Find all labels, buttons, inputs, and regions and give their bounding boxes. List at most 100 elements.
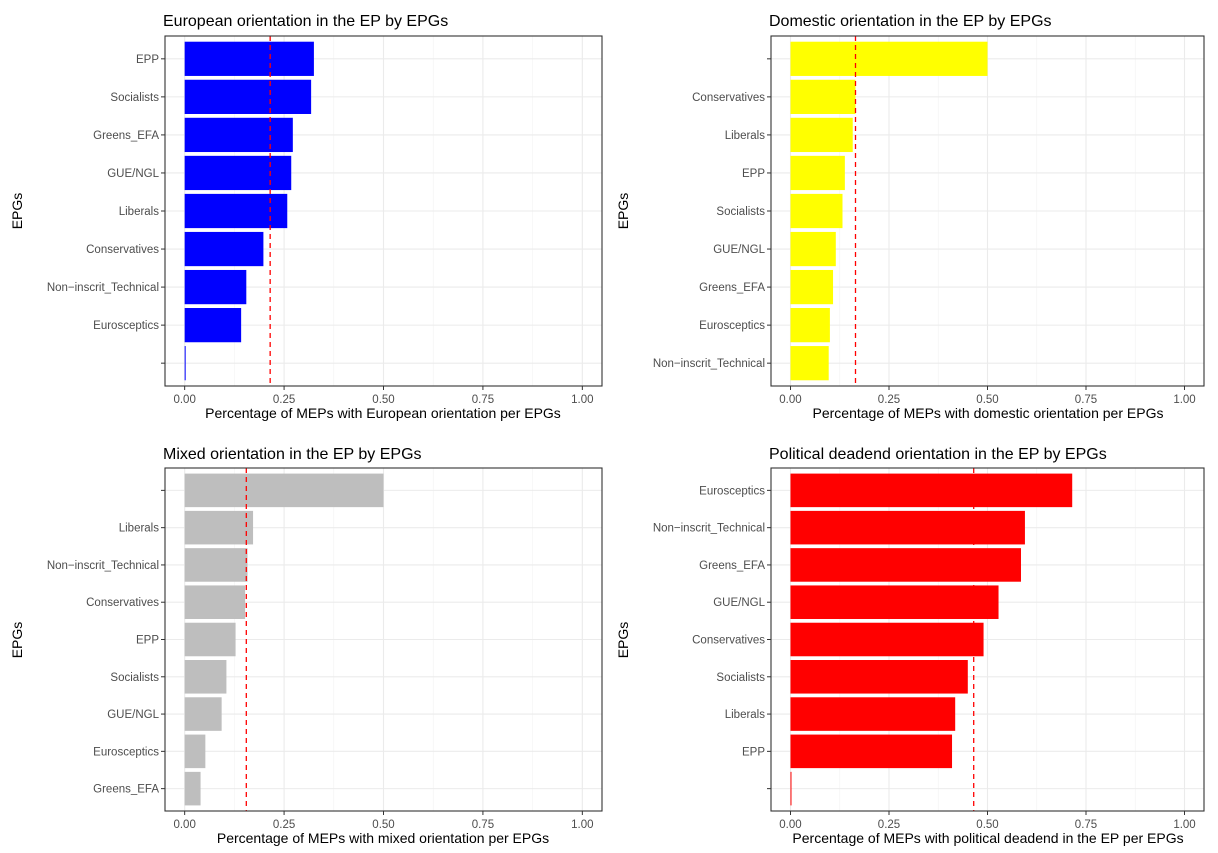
x-tick-label: 0.75 [472, 394, 494, 406]
bar [790, 548, 1021, 582]
y-tick-label: Liberals [119, 523, 160, 535]
bar [790, 510, 1025, 545]
chart-title: European orientation in the EP by EPGs [163, 13, 448, 30]
y-tick-label: Liberals [119, 206, 160, 218]
y-tick-label: EPP [742, 746, 765, 758]
bar [790, 697, 956, 731]
y-axis-title: EPGs [9, 193, 25, 230]
y-tick-label: Conservatives [692, 635, 765, 647]
y-tick-label: Non−inscrit_Technical [47, 282, 159, 294]
bar [184, 231, 264, 267]
bar [184, 548, 248, 582]
y-tick-label: Greens_EFA [699, 560, 765, 572]
x-tick-label: 0.25 [273, 819, 295, 831]
chart-panel-2: Conservatives Liberals EPP Socialists GUE/NG… [615, 13, 1205, 421]
y-tick-label: Non−inscrit_Technical [653, 523, 765, 535]
y-tick-label: Socialists [110, 672, 159, 684]
bar [184, 269, 247, 305]
x-tick-label: 0.25 [273, 394, 295, 406]
bar [790, 771, 792, 806]
bar [790, 155, 845, 191]
bar [790, 734, 953, 769]
y-tick-label: Conservatives [86, 597, 159, 609]
bar [790, 473, 1073, 508]
chart-panel-1: EPP Socialists Greens_EFA GUE/NGL Liberals Co… [9, 13, 603, 421]
x-tick-label: 0.25 [878, 819, 900, 831]
y-tick-label: EPP [742, 168, 765, 180]
x-tick-label: 1.00 [571, 819, 593, 831]
x-tick-label: 0.50 [372, 394, 394, 406]
bar [790, 622, 984, 657]
bar [184, 79, 312, 114]
chart-panel-4: Eurosceptics Non−inscrit_Technical Greens_… [615, 446, 1205, 846]
x-tick-label: 0.50 [976, 819, 998, 831]
x-tick-label: 1.00 [571, 394, 593, 406]
bar [184, 346, 186, 381]
bar [184, 193, 288, 229]
chart-title: Domestic orientation in the EP by EPGs [769, 13, 1052, 30]
bar [184, 585, 246, 619]
x-tick-label: 0.00 [779, 819, 801, 831]
y-tick-label: Eurosceptics [699, 320, 765, 332]
y-tick-label: EPP [136, 635, 159, 647]
y-tick-label: Socialists [716, 206, 765, 218]
y-tick-label: GUE/NGL [107, 168, 159, 180]
x-tick-label: 0.75 [1075, 394, 1097, 406]
x-tick-label: 0.50 [976, 394, 998, 406]
bar [184, 734, 206, 769]
bar [184, 660, 227, 694]
y-tick-label: Greens_EFA [93, 130, 159, 142]
y-tick-label: Liberals [725, 709, 766, 721]
chart-title: Mixed orientation in the EP by EPGs [163, 446, 422, 463]
x-tick-label: 0.00 [173, 394, 195, 406]
bar [790, 231, 836, 267]
bar [184, 697, 222, 731]
y-tick-label: GUE/NGL [713, 244, 765, 256]
x-tick-label: 0.75 [472, 819, 494, 831]
y-tick-label: Greens_EFA [93, 784, 159, 796]
x-axis-title: Percentage of MEPs with domestic orienta… [813, 405, 1164, 421]
bar [790, 117, 853, 153]
y-tick-label: EPP [136, 54, 159, 66]
x-tick-label: 1.00 [1173, 394, 1195, 406]
y-tick-label: Conservatives [692, 92, 765, 104]
bar [184, 510, 254, 545]
y-tick-label: GUE/NGL [713, 597, 765, 609]
bar [184, 771, 201, 806]
bar [184, 622, 236, 657]
bar [790, 41, 988, 76]
bar [790, 269, 834, 305]
bar [790, 308, 830, 343]
x-tick-label: 1.00 [1173, 819, 1195, 831]
x-axis-title: Percentage of MEPs with European orienta… [205, 405, 561, 421]
y-tick-label: Eurosceptics [93, 320, 159, 332]
x-tick-label: 0.75 [1075, 819, 1097, 831]
x-tick-label: 0.50 [372, 819, 394, 831]
y-axis-title: EPGs [615, 193, 631, 230]
bar [184, 41, 314, 76]
y-axis-title: EPGs [9, 622, 25, 659]
bar [790, 660, 968, 694]
chart-title: Political deadend orientation in the EP … [769, 446, 1107, 463]
bar [790, 585, 999, 619]
chart-panel-3: Liberals Non−inscrit_Technical Conservativ… [9, 446, 603, 846]
x-axis-title: Percentage of MEPs with political deaden… [792, 830, 1183, 846]
x-tick-label: 0.00 [779, 394, 801, 406]
bar [184, 473, 384, 508]
y-tick-label: Eurosceptics [93, 746, 159, 758]
bar [790, 79, 856, 114]
y-tick-label: Liberals [725, 130, 766, 142]
bar [184, 308, 242, 343]
y-tick-label: Greens_EFA [699, 282, 765, 294]
y-axis-title: EPGs [615, 622, 631, 659]
x-tick-label: 0.25 [878, 394, 900, 406]
y-tick-label: Socialists [110, 92, 159, 104]
x-axis-title: Percentage of MEPs with mixed orientatio… [217, 830, 549, 846]
bar [790, 193, 843, 229]
bar [184, 155, 292, 191]
bar [790, 346, 829, 381]
y-tick-label: GUE/NGL [107, 709, 159, 721]
y-tick-label: Socialists [716, 672, 765, 684]
y-tick-label: Non−inscrit_Technical [47, 560, 159, 572]
